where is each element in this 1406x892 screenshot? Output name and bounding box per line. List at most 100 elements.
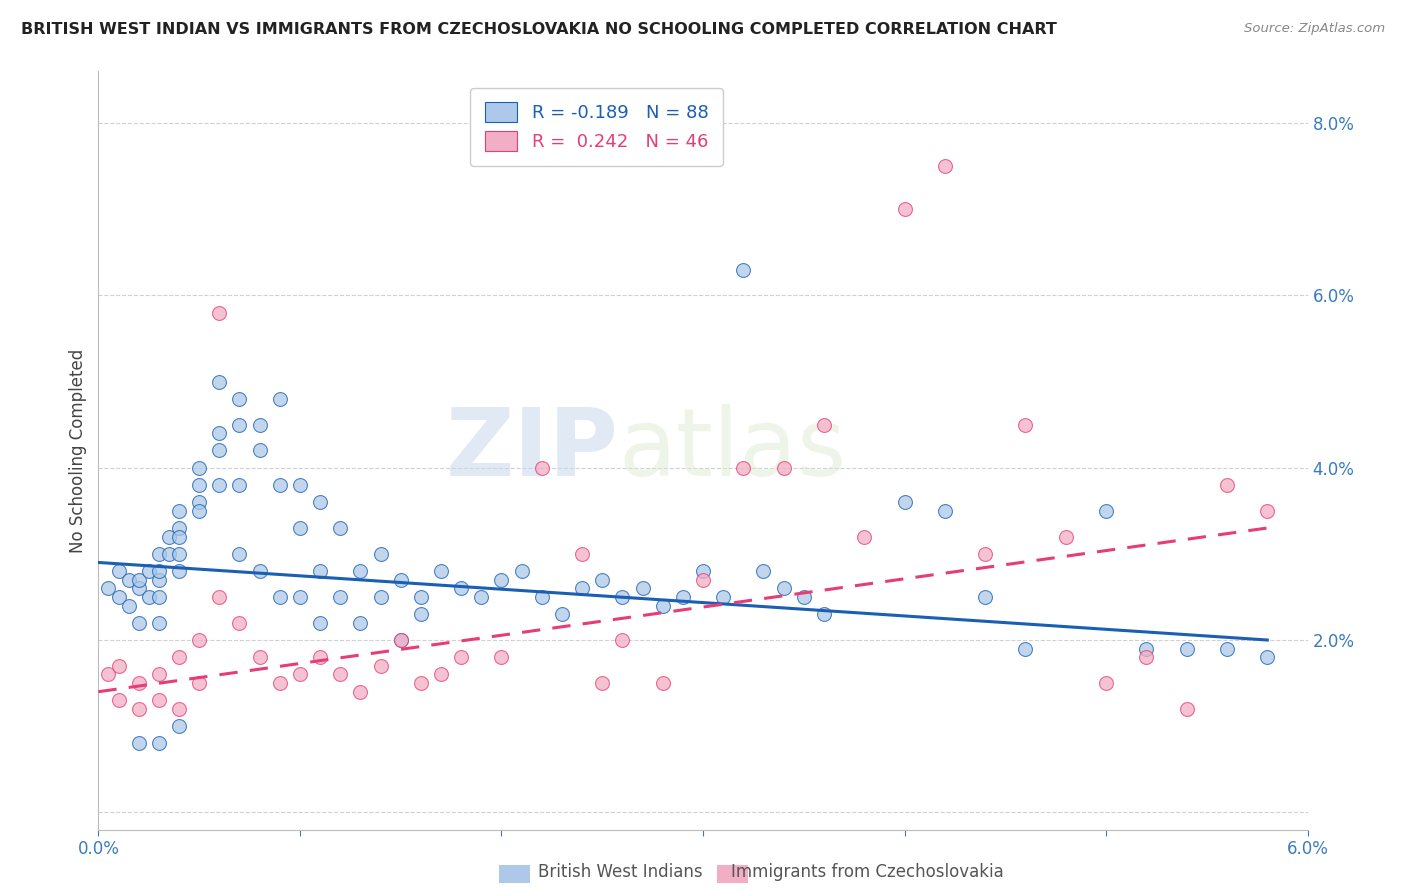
Point [128,702,150,716]
Point [1256,504,1278,518]
Point [188,504,211,518]
Point [309,650,332,665]
Point [249,564,271,578]
FancyBboxPatch shape [492,862,538,887]
Point [389,573,412,587]
Point [530,590,553,604]
Legend: R = -0.189   N = 88, R =  0.242   N = 46: R = -0.189 N = 88, R = 0.242 N = 46 [470,88,723,166]
Point [249,417,271,432]
Point [128,736,150,750]
Point [188,460,211,475]
Point [329,590,352,604]
Point [1095,676,1118,690]
Point [249,443,271,458]
Point [450,650,472,665]
Point [269,392,291,406]
Point [118,599,141,613]
Point [733,460,755,475]
Point [491,650,513,665]
Point [138,590,160,604]
Point [288,590,311,604]
Point [612,590,634,604]
Point [128,573,150,587]
Point [853,530,876,544]
Point [370,590,392,604]
Point [692,573,714,587]
Point [813,607,835,622]
FancyBboxPatch shape [710,862,756,887]
Point [288,478,311,492]
Point [329,667,352,681]
Point [128,676,150,690]
Point [711,590,734,604]
Text: British West Indians: British West Indians [538,863,703,881]
Point [772,582,794,596]
Point [269,478,291,492]
Point [269,590,291,604]
Text: atlas: atlas [619,404,846,497]
Point [1175,641,1198,656]
Point [893,202,915,217]
Point [571,547,593,561]
Point [409,607,432,622]
Point [228,417,250,432]
Point [772,460,794,475]
Point [974,547,997,561]
Point [228,392,250,406]
Point [107,658,129,673]
Point [228,547,250,561]
Point [631,582,654,596]
Point [349,564,371,578]
Point [148,615,170,630]
Point [148,547,170,561]
Point [1014,417,1036,432]
Point [893,495,915,509]
Point [430,564,453,578]
Point [309,564,332,578]
Point [934,159,956,173]
Point [148,573,170,587]
Point [148,693,170,707]
Point [1175,702,1198,716]
Point [1135,650,1157,665]
Point [470,590,492,604]
Point [733,262,755,277]
Point [148,590,170,604]
Point [208,443,231,458]
Point [612,633,634,648]
Text: BRITISH WEST INDIAN VS IMMIGRANTS FROM CZECHOSLOVAKIA NO SCHOOLING COMPLETED COR: BRITISH WEST INDIAN VS IMMIGRANTS FROM C… [21,22,1057,37]
Point [148,564,170,578]
Point [288,667,311,681]
Point [974,590,997,604]
Point [167,521,190,535]
Point [591,676,613,690]
Point [551,607,574,622]
Point [167,564,190,578]
Point [97,667,120,681]
Point [1256,650,1278,665]
Point [752,564,775,578]
Point [188,478,211,492]
Point [349,615,371,630]
Point [1095,504,1118,518]
Point [389,633,412,648]
Point [309,495,332,509]
Point [450,582,472,596]
Text: ZIP: ZIP [446,404,619,497]
Point [370,658,392,673]
Point [188,676,211,690]
Point [409,590,432,604]
Point [107,590,129,604]
Point [288,521,311,535]
Point [208,478,231,492]
Point [793,590,815,604]
Point [188,495,211,509]
Point [208,305,231,319]
Point [813,417,835,432]
Point [934,504,956,518]
Point [672,590,695,604]
Point [571,582,593,596]
Point [389,633,412,648]
Point [1216,641,1239,656]
Point [128,582,150,596]
